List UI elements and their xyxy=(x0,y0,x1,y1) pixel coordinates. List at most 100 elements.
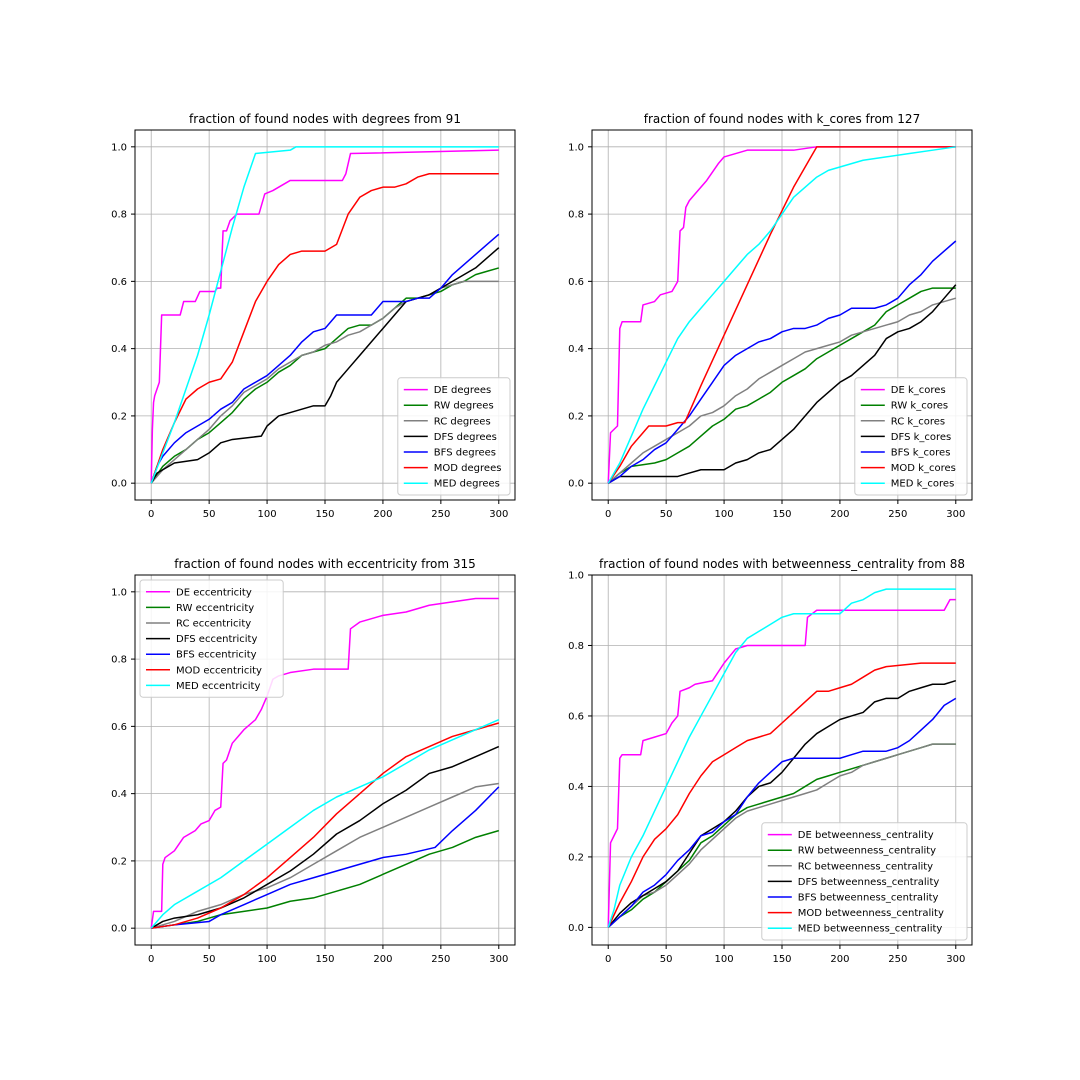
y-tick-label: 0.4 xyxy=(111,789,127,800)
legend-label: RW betweenness_centrality xyxy=(798,846,936,857)
series-line-dfs-eccentricity xyxy=(150,745,500,929)
x-tick-label: 0 xyxy=(148,954,154,965)
x-tick-label: 50 xyxy=(660,509,673,520)
y-tick-label: 0.0 xyxy=(111,924,127,935)
chart-panel-2: fraction of found nodes with eccentricit… xyxy=(111,557,516,965)
y-tick-label: 0.6 xyxy=(111,722,127,733)
legend-label: MOD betweenness_centrality xyxy=(798,908,944,919)
x-tick-label: 300 xyxy=(946,954,965,965)
y-tick-label: 0.6 xyxy=(111,277,127,288)
series-line-de-degrees xyxy=(150,149,499,484)
x-tick-label: 100 xyxy=(715,509,734,520)
series-line-bfs-betweenness-centrality xyxy=(607,697,957,928)
y-tick-label: 0.8 xyxy=(111,655,127,666)
legend-label: MED k_cores xyxy=(891,479,955,490)
legend-box xyxy=(761,822,968,941)
legend: DE eccentricity RW eccentricity RC eccentr… xyxy=(139,579,284,698)
legend-label: RC degrees xyxy=(434,416,491,427)
x-tick-label: 200 xyxy=(830,509,849,520)
x-tick-label: 150 xyxy=(772,954,791,965)
x-tick-label: 300 xyxy=(946,509,965,520)
x-tick-label: 50 xyxy=(203,954,216,965)
legend-label: MED eccentricity xyxy=(176,681,260,692)
series-line-bfs-degrees xyxy=(150,233,500,484)
legend-label: DE k_cores xyxy=(891,385,946,396)
chart-panel-0: fraction of found nodes with degrees fro… xyxy=(111,112,516,520)
legend-label: RW k_cores xyxy=(891,401,948,412)
x-tick-label: 250 xyxy=(888,954,907,965)
y-tick-label: 1.0 xyxy=(111,142,127,153)
legend-box xyxy=(854,377,968,496)
legend-label: BFS degrees xyxy=(434,448,496,459)
x-tick-label: 100 xyxy=(258,509,277,520)
x-tick-label: 150 xyxy=(315,509,334,520)
x-tick-label: 300 xyxy=(489,954,508,965)
x-tick-label: 100 xyxy=(715,954,734,965)
legend-label: DE betweenness_centrality xyxy=(798,830,934,841)
x-tick-label: 0 xyxy=(148,509,154,520)
x-tick-label: 250 xyxy=(431,509,450,520)
series-line-bfs-k-cores xyxy=(607,240,957,484)
y-tick-label: 1.0 xyxy=(568,571,584,582)
y-tick-label: 0.8 xyxy=(568,641,584,652)
legend-label: DFS degrees xyxy=(434,432,497,443)
chart-title: fraction of found nodes with betweenness… xyxy=(599,557,965,571)
y-tick-label: 0.0 xyxy=(568,923,584,934)
x-tick-label: 100 xyxy=(258,954,277,965)
chart-title: fraction of found nodes with eccentricit… xyxy=(174,557,476,571)
series-line-de-betweenness-centrality xyxy=(607,598,956,928)
legend-label: RC eccentricity xyxy=(176,619,251,630)
series-line-de-k-cores xyxy=(607,146,956,484)
y-tick-label: 0.4 xyxy=(111,344,127,355)
legend-label: BFS betweenness_centrality xyxy=(798,893,939,904)
legend-box xyxy=(397,377,511,496)
legend-label: MOD eccentricity xyxy=(176,665,262,676)
legend-label: DFS k_cores xyxy=(891,432,951,443)
series-line-med-k-cores xyxy=(607,146,956,484)
series-line-dfs-betweenness-centrality xyxy=(607,679,956,928)
y-tick-label: 0.6 xyxy=(568,277,584,288)
legend-label: DFS eccentricity xyxy=(176,634,257,645)
series-line-dfs-k-cores xyxy=(607,284,957,484)
series-line-mod-betweenness-centrality xyxy=(607,662,956,928)
series-line-bfs-eccentricity xyxy=(151,786,500,929)
series-line-mod-degrees xyxy=(150,172,499,484)
x-tick-label: 250 xyxy=(431,954,450,965)
legend-label: MED degrees xyxy=(434,479,500,490)
x-tick-label: 0 xyxy=(605,954,611,965)
series-line-mod-k-cores xyxy=(607,146,956,484)
y-tick-label: 0.0 xyxy=(111,479,127,490)
legend-label: DE degrees xyxy=(434,385,491,396)
series-line-rc-k-cores xyxy=(607,297,956,484)
chart-panel-3: fraction of found nodes with betweenness… xyxy=(568,557,973,965)
x-tick-label: 200 xyxy=(373,954,392,965)
chart-panel-1: fraction of found nodes with k_cores fro… xyxy=(568,112,973,520)
x-tick-label: 300 xyxy=(489,509,508,520)
x-tick-label: 0 xyxy=(605,509,611,520)
series-line-rw-eccentricity xyxy=(151,829,499,929)
y-tick-label: 0.2 xyxy=(568,411,584,422)
legend-label: RW degrees xyxy=(434,401,494,412)
legend-label: MOD k_cores xyxy=(891,463,956,474)
x-tick-label: 50 xyxy=(660,954,673,965)
y-tick-label: 0.2 xyxy=(568,852,584,863)
legend-label: RC betweenness_centrality xyxy=(798,861,933,872)
series-line-rc-eccentricity xyxy=(151,782,499,929)
y-tick-label: 1.0 xyxy=(111,587,127,598)
series-line-rw-degrees xyxy=(150,267,499,484)
legend: DE betweenness_centrality RW betweenness_… xyxy=(761,822,968,941)
series-line-mod-eccentricity xyxy=(151,722,499,929)
series-line-med-eccentricity xyxy=(150,718,500,929)
series-line-rw-k-cores xyxy=(607,287,956,484)
y-tick-label: 0.6 xyxy=(568,711,584,722)
legend-label: RW eccentricity xyxy=(176,603,254,614)
legend-label: MOD degrees xyxy=(434,463,502,474)
series-line-med-betweenness-centrality xyxy=(607,588,956,928)
legend-label: MED betweenness_centrality xyxy=(798,924,943,935)
legend-label: BFS k_cores xyxy=(891,448,951,459)
x-tick-label: 50 xyxy=(203,509,216,520)
chart-title: fraction of found nodes with degrees fro… xyxy=(189,112,461,126)
y-tick-label: 0.2 xyxy=(111,856,127,867)
y-tick-label: 1.0 xyxy=(568,142,584,153)
legend-label: DE eccentricity xyxy=(176,587,252,598)
